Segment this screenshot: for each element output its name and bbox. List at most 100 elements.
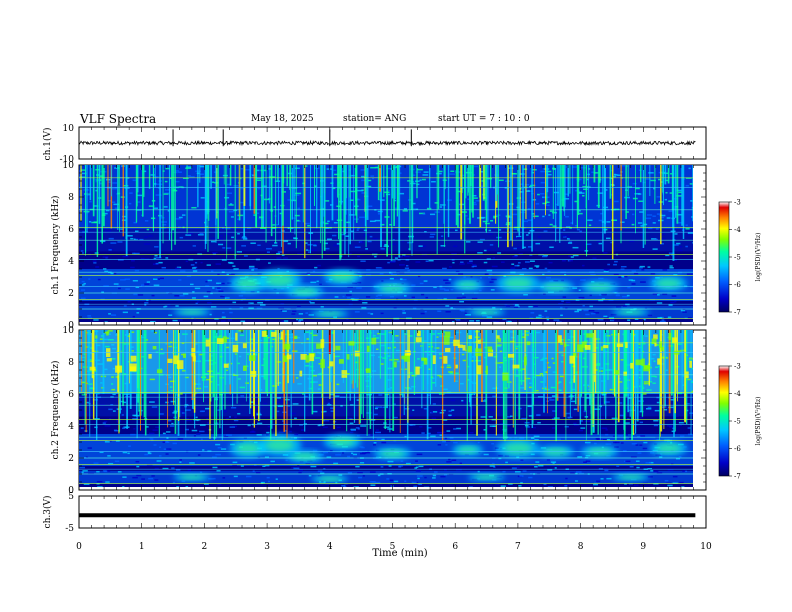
noise-speck: [314, 242, 318, 245]
noise-speck: [660, 181, 664, 183]
noise-speck: [411, 296, 416, 299]
noise-speck: [668, 252, 675, 255]
noise-speck: [262, 465, 266, 468]
noise-speck: [395, 349, 401, 352]
noise-speck: [338, 474, 343, 476]
noise-speck: [399, 393, 403, 396]
noise-speck: [159, 352, 165, 355]
noise-speck: [370, 484, 376, 486]
noise-speck: [440, 204, 446, 206]
noise-speck: [304, 165, 308, 167]
noise-speck: [643, 333, 646, 336]
noise-speck: [212, 456, 217, 458]
noise-speck: [635, 444, 639, 446]
noise-speck: [175, 180, 180, 183]
noise-speck: [289, 430, 292, 433]
ch1-colorbar-ticks: -3-4-5-6-7: [729, 199, 741, 317]
noise-speck: [546, 318, 550, 321]
noise-speck: [212, 253, 216, 255]
noise-speck: [94, 426, 98, 429]
noise-speck: [187, 469, 192, 471]
noise-speck: [430, 233, 436, 236]
noise-speck: [491, 442, 495, 445]
noise-speck: [547, 270, 551, 273]
noise-speck: [678, 421, 684, 424]
noise-speck: [653, 470, 659, 473]
noise-speck: [417, 275, 421, 278]
noise-speck: [306, 272, 311, 274]
noise-speck: [103, 338, 109, 341]
noise-speck: [96, 344, 101, 347]
noise-speck: [305, 249, 310, 251]
noise-speck: [199, 165, 205, 168]
noise-speck: [381, 280, 384, 282]
noise-speck: [663, 408, 668, 411]
noise-speck: [677, 392, 683, 395]
noise-speck: [492, 425, 497, 427]
noise-speck: [81, 252, 85, 254]
noise-speck: [421, 178, 426, 181]
noise-speck: [141, 478, 146, 480]
ch2-spectrogram-xticks: [78, 330, 707, 490]
noise-speck: [88, 221, 92, 223]
hot-patch: [615, 370, 619, 376]
noise-speck: [425, 260, 429, 262]
noise-speck: [564, 274, 567, 276]
colorbar-tick-label: -7: [734, 309, 741, 317]
noise-speck: [112, 367, 115, 370]
noise-speck: [114, 207, 120, 210]
noise-speck: [95, 266, 100, 268]
noise-speck: [415, 171, 421, 173]
noise-speck: [154, 246, 159, 248]
noise-speck: [247, 227, 252, 229]
noise-speck: [220, 320, 226, 322]
noise-speck: [432, 474, 437, 477]
noise-speck: [520, 368, 526, 370]
noise-speck: [595, 347, 599, 349]
noise-speck: [330, 410, 334, 412]
noise-speck: [376, 348, 379, 351]
noise-speck: [550, 461, 557, 463]
noise-speck: [657, 317, 662, 319]
noise-speck: [293, 467, 300, 470]
noise-speck: [388, 465, 392, 467]
noise-speck: [528, 476, 533, 479]
noise-speck: [426, 207, 432, 210]
noise-speck: [291, 466, 295, 469]
noise-speck: [257, 187, 261, 190]
noise-speck: [520, 183, 524, 186]
noise-speck: [370, 175, 375, 177]
noise-speck: [155, 257, 162, 259]
ch1-colorbar-label: log(PSD)(V²/Hz): [755, 233, 762, 282]
noise-speck: [206, 422, 210, 424]
noise-speck: [455, 331, 462, 334]
hot-patch: [651, 338, 657, 344]
noise-speck: [220, 295, 225, 298]
noise-speck: [514, 305, 520, 308]
noise-speck: [543, 254, 548, 257]
hot-patch: [286, 343, 289, 351]
noise-speck: [604, 189, 608, 191]
noise-speck: [236, 251, 242, 253]
noise-speck: [132, 476, 138, 479]
noise-speck: [129, 331, 135, 333]
noise-speck: [543, 386, 547, 388]
noise-speck: [309, 332, 313, 335]
chorus-core: [618, 475, 643, 480]
noise-speck: [486, 248, 491, 251]
noise-speck: [407, 335, 413, 337]
chorus-core: [179, 475, 204, 480]
noise-speck: [150, 174, 155, 176]
noise-speck: [233, 268, 239, 270]
noise-speck: [228, 210, 235, 213]
ch1-waveform-trace: [78, 129, 696, 147]
noise-speck: [545, 170, 552, 173]
noise-speck: [277, 268, 280, 270]
noise-speck: [457, 190, 461, 193]
noise-speck: [83, 483, 90, 485]
noise-speck: [294, 433, 299, 436]
noise-speck: [617, 174, 622, 176]
noise-speck: [540, 193, 545, 195]
noise-speck: [164, 189, 171, 191]
